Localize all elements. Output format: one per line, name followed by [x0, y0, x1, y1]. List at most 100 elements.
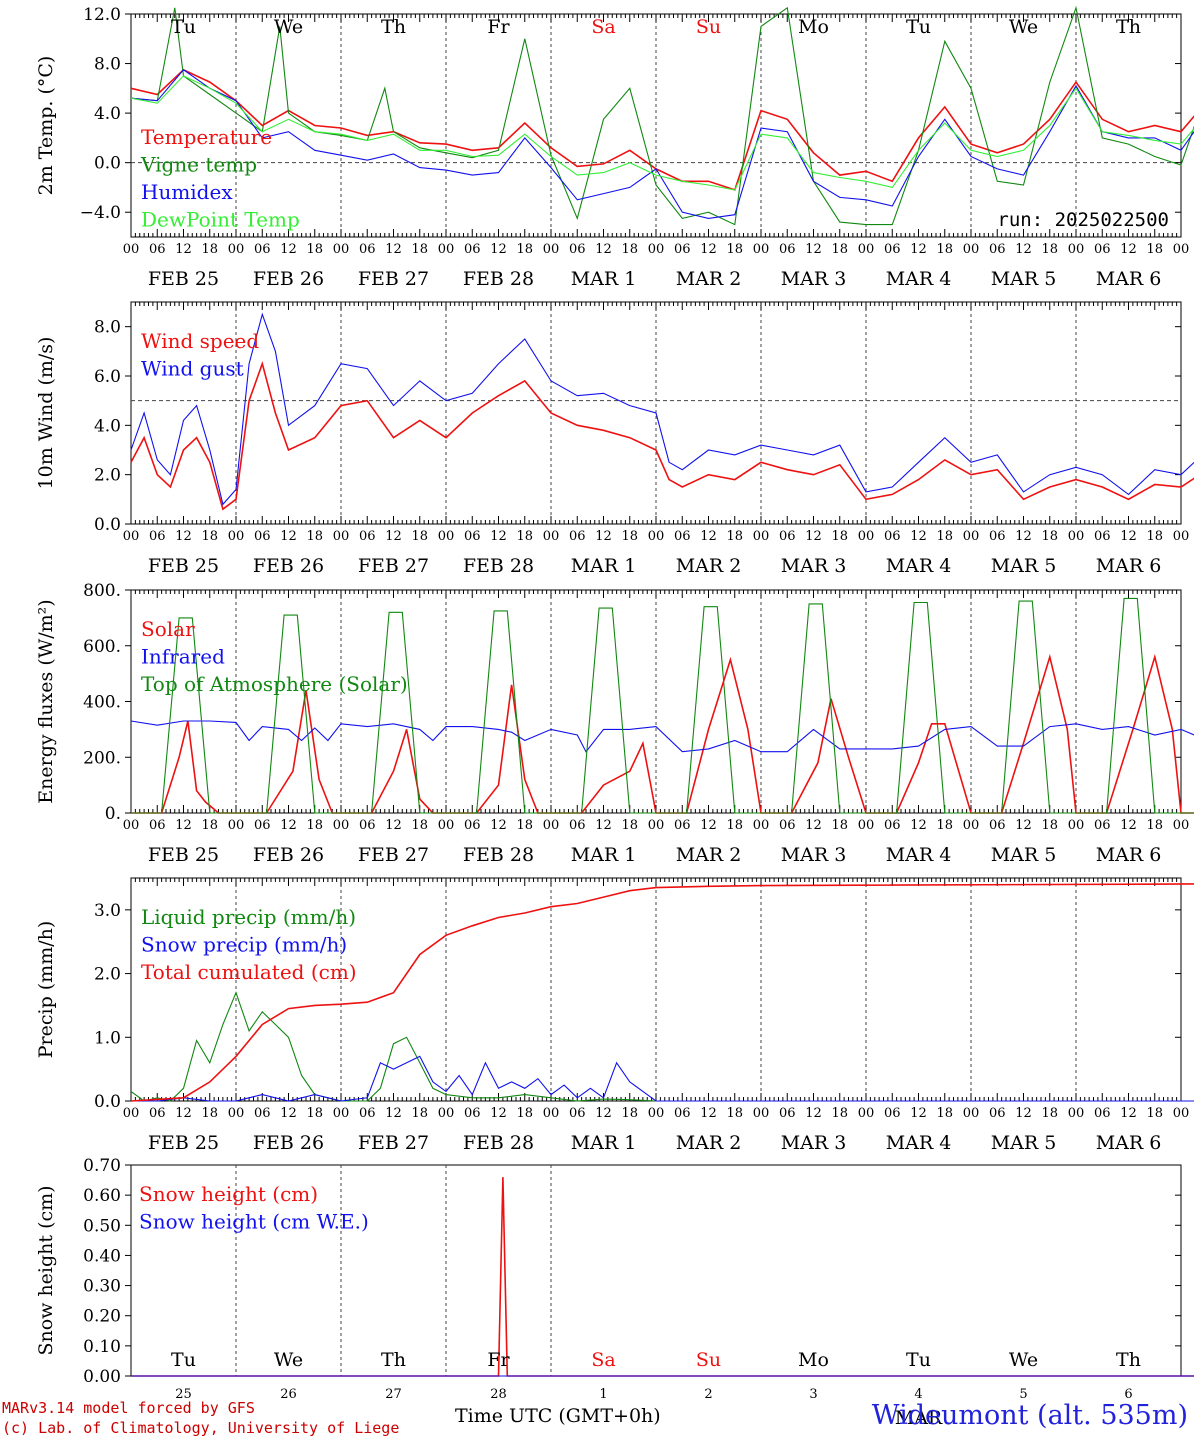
date-label: MAR 4 — [886, 268, 952, 290]
series-line-temperature — [130, 68, 1194, 191]
hour-label: 06 — [254, 818, 271, 833]
hour-label: 06 — [464, 1106, 481, 1121]
hour-label: 12 — [595, 1106, 612, 1121]
series-line-snow-height-cm — [131, 1177, 1194, 1377]
hour-label: 06 — [149, 1106, 166, 1121]
y-tick-label: 0.00 — [83, 1367, 121, 1387]
hour-label: 06 — [779, 242, 796, 257]
model-credit: MARv3.14 model forced by GFS — [2, 1399, 255, 1417]
weekday-label: Mo — [798, 1349, 829, 1371]
hour-label: 00 — [753, 529, 770, 544]
weekday-label: We — [1009, 1349, 1038, 1371]
hour-label: 00 — [123, 529, 140, 544]
series-line-vigne-temp — [130, 5, 1194, 226]
y-tick-label: 0.30 — [83, 1277, 121, 1297]
date-label: MAR 2 — [676, 844, 742, 866]
hour-label: 18 — [726, 242, 743, 257]
hour-label: 06 — [569, 1106, 586, 1121]
weekday-label: We — [274, 1349, 303, 1371]
date-label: FEB 27 — [358, 268, 429, 290]
hour-label: 18 — [306, 818, 323, 833]
hour-label: 12 — [175, 1106, 192, 1121]
hour-label: 18 — [936, 1106, 953, 1121]
date-label: MAR 2 — [676, 268, 742, 290]
date-label: FEB 28 — [463, 268, 534, 290]
y-tick-label: 0.20 — [83, 1307, 121, 1327]
hour-label: 00 — [858, 242, 875, 257]
hour-label: 06 — [779, 529, 796, 544]
hour-label: 00 — [858, 818, 875, 833]
hour-label: 12 — [1015, 1106, 1032, 1121]
date-label: MAR 6 — [1096, 268, 1162, 290]
y-tick-label: 2.0 — [94, 965, 121, 985]
series-line-total-cumulated-cm — [130, 883, 1194, 1102]
panel-1-frame — [130, 13, 1182, 238]
hour-label: 12 — [595, 818, 612, 833]
hour-label: 00 — [543, 818, 560, 833]
weekday-label: Sa — [591, 16, 615, 38]
weekday-label: Th — [1116, 1349, 1141, 1371]
hour-label: 06 — [464, 529, 481, 544]
hour-label: 00 — [228, 242, 245, 257]
y-tick-label: 0.40 — [83, 1246, 121, 1266]
date-label: MAR 4 — [886, 555, 952, 577]
hour-label: 18 — [201, 529, 218, 544]
legend-entry: Temperature — [141, 125, 272, 149]
hour-label: 00 — [333, 818, 350, 833]
hour-label: 12 — [1120, 1106, 1137, 1121]
series-line-dewpoint-temp — [130, 75, 1194, 191]
hour-label: 00 — [1173, 242, 1190, 257]
weekday-label: Tu — [171, 1349, 196, 1371]
hour-label: 18 — [621, 529, 638, 544]
hour-label: 18 — [201, 1106, 218, 1121]
hour-label: 00 — [648, 529, 665, 544]
date-label: MAR 5 — [991, 1132, 1057, 1154]
hour-label: 18 — [411, 242, 428, 257]
date-label: FEB 27 — [358, 1132, 429, 1154]
y-tick-label: 600. — [83, 637, 121, 657]
hour-label: 00 — [228, 818, 245, 833]
hour-label: 00 — [438, 1106, 455, 1121]
hour-label: 00 — [1068, 1106, 1085, 1121]
y-tick-label: 0. — [105, 804, 121, 824]
legend-entry: Solar — [141, 617, 195, 641]
y-tick-label: 2.0 — [94, 466, 121, 486]
y-tick-label: 0.50 — [83, 1216, 121, 1236]
y-tick-label: 0.70 — [83, 1156, 121, 1176]
series-line-snow-precip-mm-h — [131, 1055, 1194, 1102]
hour-label: 12 — [805, 242, 822, 257]
date-label: FEB 27 — [358, 555, 429, 577]
hour-label: 06 — [359, 1106, 376, 1121]
date-label: FEB 26 — [253, 268, 324, 290]
hour-label: 18 — [411, 1106, 428, 1121]
hour-label: 18 — [726, 1106, 743, 1121]
hour-label: 18 — [516, 242, 533, 257]
hour-label: 18 — [936, 242, 953, 257]
hour-label: 06 — [149, 529, 166, 544]
y-axis-label: Energy fluxes (W/m²) — [35, 599, 57, 803]
hour-label: 06 — [569, 242, 586, 257]
hour-label: 00 — [438, 242, 455, 257]
weekday-label: Su — [696, 16, 721, 38]
hour-label: 06 — [779, 1106, 796, 1121]
hour-label: 12 — [595, 242, 612, 257]
hour-label: 12 — [490, 529, 507, 544]
y-tick-label: 1.0 — [94, 1028, 121, 1048]
hour-label: 06 — [1094, 529, 1111, 544]
hour-label: 12 — [1120, 818, 1137, 833]
hour-label: 06 — [674, 529, 691, 544]
hour-label: 00 — [543, 1106, 560, 1121]
weekday-label: Tu — [906, 16, 931, 38]
hour-label: 00 — [648, 1106, 665, 1121]
y-tick-label: 400. — [83, 693, 121, 713]
hour-label: 06 — [359, 818, 376, 833]
y-tick-label: 6.0 — [94, 367, 121, 387]
date-label: FEB 25 — [148, 268, 219, 290]
hour-label: 18 — [1041, 818, 1058, 833]
hour-label: 06 — [884, 1106, 901, 1121]
run-annotation: run: 2025022500 — [997, 209, 1169, 231]
date-label: FEB 26 — [253, 555, 324, 577]
hour-label: 06 — [569, 529, 586, 544]
hour-label: 12 — [280, 529, 297, 544]
weekday-label: We — [274, 16, 303, 38]
